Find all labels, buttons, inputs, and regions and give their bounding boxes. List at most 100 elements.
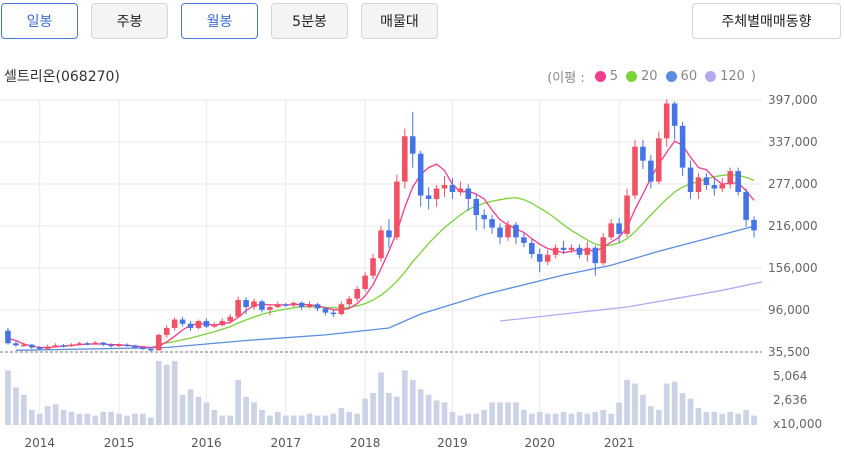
volume-bar <box>584 413 591 425</box>
tab-weekly[interactable]: 주봉 <box>91 3 168 39</box>
volume-bar <box>76 413 83 425</box>
legend-ma60: 60 <box>665 69 698 84</box>
ma-legend: (이평 : 5 20 60 120 ) <box>545 67 758 86</box>
candle-body <box>306 304 313 308</box>
candle-body <box>92 342 99 345</box>
candle-body <box>275 304 281 308</box>
candle-body <box>60 345 67 347</box>
volume-bar <box>147 417 154 425</box>
chart-header: 셀트리온(068270) (이평 : 5 20 60 120 ) <box>0 62 844 92</box>
candle-body <box>21 344 27 347</box>
candle-body <box>314 304 321 309</box>
volume-bar <box>544 413 551 425</box>
candle-body <box>465 188 472 199</box>
legend-ma5: 5 <box>594 69 618 84</box>
tab-5min[interactable]: 5분봉 <box>271 3 348 39</box>
candle-body <box>163 327 170 335</box>
volume-bar <box>663 383 670 425</box>
ma5-dot-icon <box>594 71 606 82</box>
candle-body <box>584 247 591 255</box>
price-tick-label: 216,000 <box>768 219 818 233</box>
volume-bar <box>489 402 495 425</box>
ma120-line <box>500 281 763 322</box>
candle-body <box>211 325 218 327</box>
candle-body <box>378 230 384 259</box>
candle-body <box>544 254 551 262</box>
candle-body <box>624 195 630 234</box>
candle-body <box>29 344 35 348</box>
price-tick-label: 35,500 <box>768 345 810 359</box>
candle-body <box>155 334 162 351</box>
tab-daily[interactable]: 일봉 <box>1 3 78 39</box>
candle-body <box>616 223 622 234</box>
volume-bar <box>751 415 757 425</box>
time-tick-label: 2017 <box>270 436 301 450</box>
candle-body <box>124 344 130 347</box>
candle-body <box>608 223 614 238</box>
volume-bar <box>703 411 710 425</box>
legend-ma60-label: 60 <box>680 69 698 84</box>
candle-body <box>409 136 416 154</box>
candle-body <box>521 237 527 243</box>
candle-body <box>140 347 146 349</box>
price-tick-label: 397,000 <box>768 93 818 107</box>
legend-ma120: 120 <box>705 69 745 84</box>
candle-body <box>282 304 289 306</box>
investor-trend-button[interactable]: 주체별매매동향 <box>692 3 841 39</box>
volume-bar <box>401 370 408 425</box>
volume-bar <box>346 411 353 425</box>
volume-bar <box>687 398 694 425</box>
volume-bar <box>481 409 488 425</box>
volume-bar <box>536 411 543 425</box>
tab-monthly[interactable]: 월봉 <box>181 3 258 39</box>
candle-body <box>219 320 226 326</box>
volume-bar <box>338 408 345 425</box>
volume-bar <box>409 379 416 425</box>
candle-body <box>203 320 210 327</box>
volume-bar <box>155 360 162 425</box>
candle-body <box>386 230 392 238</box>
volume-bar <box>528 413 535 425</box>
candle-body <box>84 343 91 345</box>
price-tick-label: 337,000 <box>768 135 818 149</box>
ma120-dot-icon <box>705 71 717 82</box>
candle-body <box>330 312 337 315</box>
volume-bar <box>378 372 384 425</box>
volume-bar <box>640 394 646 425</box>
candle-body <box>449 185 456 193</box>
volume-bar <box>171 360 178 425</box>
candle-body <box>687 167 694 193</box>
candle-body <box>227 316 233 321</box>
volume-bar <box>68 411 75 425</box>
time-tick-label: 2019 <box>437 436 468 450</box>
volume-bar <box>441 402 448 425</box>
candle-body <box>751 219 757 231</box>
candle-body <box>727 171 733 185</box>
volume-bar <box>163 364 170 425</box>
stock-title: 셀트리온(068270) <box>4 69 120 85</box>
volume-bar <box>84 413 91 425</box>
volume-bar <box>679 392 686 425</box>
candle-body <box>116 344 122 347</box>
volume-bar <box>330 413 337 425</box>
volume-bar <box>243 396 249 425</box>
candle-body <box>497 227 503 238</box>
candle-body <box>592 247 599 264</box>
volume-bar <box>354 413 361 425</box>
volume-bars <box>5 360 757 425</box>
volume-bar <box>386 392 392 425</box>
time-tick-label: 2016 <box>191 436 222 450</box>
candle-body <box>354 288 360 299</box>
volume-bar <box>513 402 519 425</box>
volume-bar <box>259 409 265 425</box>
volume-bar <box>655 409 662 425</box>
tab-volume-profile[interactable]: 매물대 <box>361 3 438 39</box>
legend-ma120-label: 120 <box>720 69 745 84</box>
candle-body <box>267 307 273 310</box>
volume-bar <box>36 413 43 425</box>
candle-body <box>648 160 654 182</box>
volume-bar <box>203 402 210 425</box>
price-tick-label: 156,000 <box>768 261 818 275</box>
candle-body <box>179 319 186 324</box>
